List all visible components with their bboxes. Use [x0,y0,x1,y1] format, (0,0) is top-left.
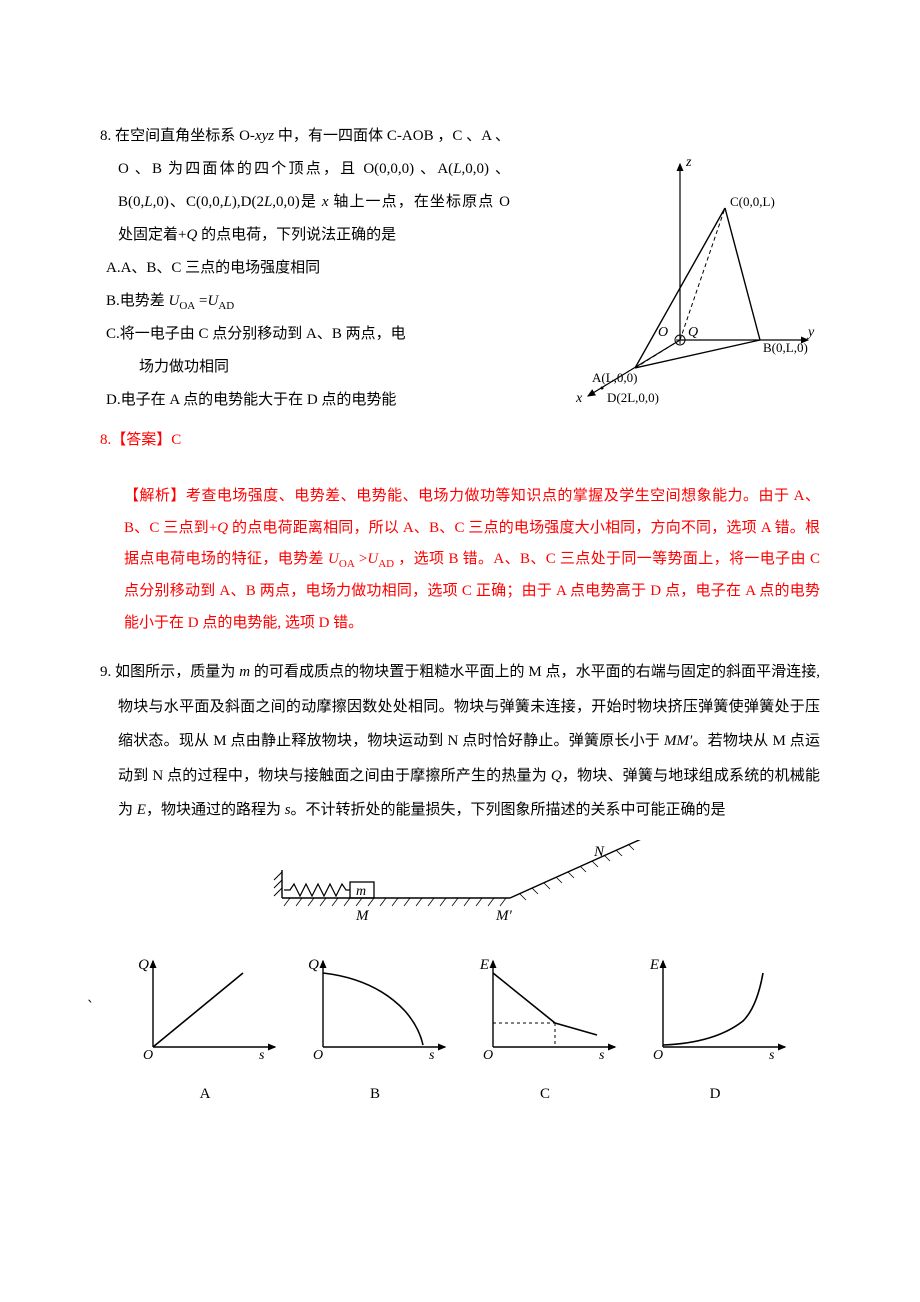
chart-c-label: C [465,1078,625,1111]
stray-backtick: ` [86,991,95,1024]
q8-option-c-l2: 场力做功相同 [100,351,510,384]
q8-ana-s1: OA [339,558,355,570]
chart-c-y: E [479,957,489,973]
question-9: 9. 如图所示，质量为 m 的可看成质点的物块置于粗糙水平面上的 M 点，水平面… [100,655,820,828]
chart-c: E O s C [465,951,625,1111]
q8-optB-a: B.电势差 [106,293,169,309]
q8-option-c-l1: C.将一电子由 C 点分别移动到 A、B 两点，电 [100,318,510,351]
chart-b-label: B [295,1078,455,1111]
q9-e: ，物块通过的路程为 [146,802,285,818]
chart-d: E O s D [635,951,795,1111]
chart-a-y: Q [138,957,149,973]
q8-optB-s1: OA [179,300,195,312]
chart-b-x: s [429,1048,435,1063]
pt-B: B(0,L,0) [763,340,808,355]
q9-m: m [239,664,250,680]
chart-d-x: s [769,1048,775,1063]
chart-c-x: s [599,1048,605,1063]
pt-Q: Q [688,325,698,340]
q8-stem-a: 在空间直角坐标系 O- [115,128,255,144]
q8-stem: 8. 在空间直角坐标系 O-xyz 中，有一四面体 C-AOB ，C 、A 、O… [100,120,510,252]
label-N: N [593,844,605,860]
q8-x: x [322,194,329,210]
pt-A: A(L,0,0) [592,370,638,385]
q9-E: E [137,802,146,818]
q8-answer: 8.【答案】C [100,424,820,457]
pt-D: D(2L,0,0) [607,390,659,405]
axis-y-label: y [806,325,815,340]
q8-L2: L [144,194,152,210]
chart-b-y: Q [308,957,319,973]
chart-b-O: O [313,1048,323,1063]
q9-setup-figure: m M M′ N [100,840,820,945]
tetrahedron-diagram: z y x O Q C(0,0,L) B(0,L,0) A(L,0,0) D(2… [530,150,820,405]
q8-stem-d: ,0)、C(0,0, [153,194,224,210]
q8-ana-lbl: 【解析】 [124,488,186,504]
chart-a-x: s [259,1048,265,1063]
pt-O: O [658,325,668,340]
chart-a: Q O s A [125,951,285,1111]
q9-f: 。不计转折处的能量损失，下列图象所描述的关系中可能正确的是 [291,802,726,818]
q8-optB-U1: U [169,293,180,309]
q8-stem-h: 的点电荷，下列说法正确的是 [197,227,396,243]
spring-block-incline-diagram: m M M′ N [260,840,660,932]
q8-optB-U2: U [207,293,218,309]
axis-x-label: x [575,391,583,405]
q8-L3: L [224,194,232,210]
question-8: 8. 在空间直角坐标系 O-xyz 中，有一四面体 C-AOB ，C 、A 、O… [100,120,820,418]
q8-ana-s2: AD [378,558,394,570]
q8-option-b: B.电势差 UOA =UAD [100,285,510,318]
q8-stem-f: ,0,0)是 [272,194,322,210]
q8-ana-Q: Q [217,520,228,536]
question-8-text: 8. 在空间直角坐标系 O-xyz 中，有一四面体 C-AOB ，C 、A 、O… [100,120,510,418]
q9-Q: Q [551,768,562,784]
q8-option-a: A.A、B、C 三点的电场强度相同 [100,252,510,285]
q8-optB-s2: AD [218,300,234,312]
q9-num: 9. [100,664,111,680]
q8-ana-U1: U [328,551,339,567]
chart-d-O: O [653,1048,663,1063]
q8-analysis: 【解析】考查电场强度、电势差、电势能、电场力做功等知识点的掌握及学生空间想象能力… [124,481,820,639]
pt-C: C(0,0,L) [730,194,775,209]
q8-num: 8. [100,128,111,144]
axis-z-label: z [685,155,692,170]
q9-MM: MM′ [664,733,692,749]
q8-ana-U2: U [367,551,378,567]
label-Mprime: M′ [495,908,512,924]
q8-ana-gt: > [355,551,368,567]
block-m-label: m [356,884,366,899]
q8-option-d: D.电子在 A 点的电势能大于在 D 点的电势能 [100,384,510,417]
q8-optB-eq: = [195,293,207,309]
q9-a: 如图所示，质量为 [115,664,239,680]
chart-d-y: E [649,957,659,973]
q9-charts-row: Q O s A Q O s B E O s [100,951,820,1111]
q8-stem-e: ),D(2 [232,194,264,210]
chart-b: Q O s B [295,951,455,1111]
q8-figure: z y x O Q C(0,0,L) B(0,L,0) A(L,0,0) D(2… [530,120,820,418]
q8-Q: Q [186,227,197,243]
chart-a-label: A [125,1078,285,1111]
chart-a-O: O [143,1048,153,1063]
chart-d-label: D [635,1078,795,1111]
q8-xyz: xyz [255,128,274,144]
q8-L1: L [453,161,461,177]
label-M: M [355,908,370,924]
chart-c-O: O [483,1048,493,1063]
